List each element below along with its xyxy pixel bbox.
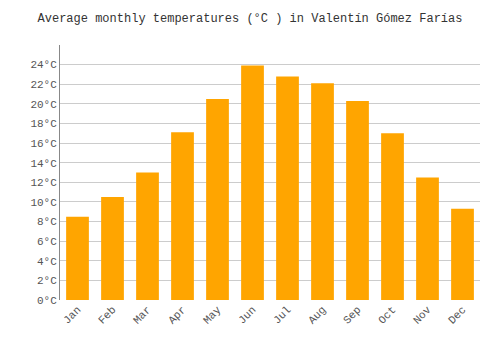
svg-text:Jan: Jan [61, 304, 83, 326]
svg-text:Mar: Mar [131, 304, 153, 326]
svg-text:Jul: Jul [271, 304, 293, 326]
svg-text:Dec: Dec [446, 304, 468, 326]
svg-text:Sep: Sep [341, 304, 363, 326]
svg-text:18°C: 18°C [30, 118, 57, 130]
svg-text:2°C: 2°C [37, 275, 57, 287]
svg-text:Oct: Oct [376, 304, 398, 326]
svg-text:Feb: Feb [96, 304, 118, 326]
svg-text:24°C: 24°C [30, 59, 57, 71]
svg-text:8°C: 8°C [37, 216, 57, 228]
svg-text:14°C: 14°C [30, 158, 57, 170]
svg-text:22°C: 22°C [30, 79, 57, 91]
svg-text:20°C: 20°C [30, 99, 57, 111]
svg-text:6°C: 6°C [37, 236, 57, 248]
svg-text:10°C: 10°C [30, 197, 57, 209]
svg-text:Jun: Jun [236, 304, 258, 326]
svg-text:Average monthly temperatures (: Average monthly temperatures (°C ) in Va… [38, 12, 463, 26]
svg-text:Aug: Aug [306, 304, 328, 326]
svg-text:Apr: Apr [166, 304, 188, 326]
svg-text:16°C: 16°C [30, 138, 57, 150]
svg-text:0°C: 0°C [37, 295, 57, 307]
svg-text:4°C: 4°C [37, 256, 57, 268]
svg-text:May: May [201, 304, 224, 327]
svg-text:12°C: 12°C [30, 177, 57, 189]
svg-text:Nov: Nov [411, 304, 434, 327]
